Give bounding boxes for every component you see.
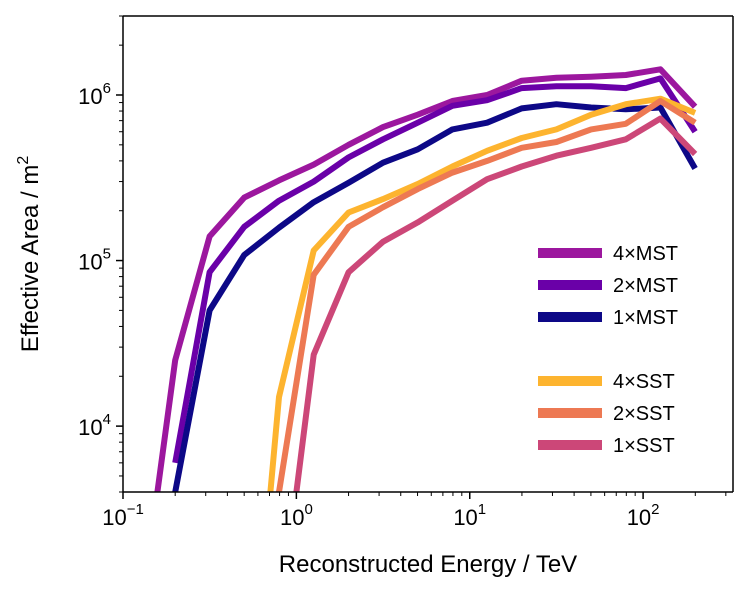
- y-tick-label-base: 10: [78, 84, 102, 109]
- x-tick-label: 102: [627, 501, 660, 530]
- series-line-4mst: [154, 66, 698, 492]
- y-tick-label-exponent: 5: [103, 246, 111, 263]
- series-line-2mst: [172, 75, 698, 464]
- x-tick-label-exponent: 0: [304, 501, 312, 518]
- legend-label: 1×MST: [613, 307, 678, 329]
- x-tick-label-exponent: 2: [651, 501, 659, 518]
- legend-label: 1×SST: [613, 435, 675, 457]
- y-tick-label-base: 10: [78, 250, 102, 275]
- x-tick-label: 101: [453, 501, 486, 530]
- x-tick-label-base: 10: [627, 505, 651, 530]
- x-tick-label-exponent: −1: [127, 501, 144, 518]
- legend: 4×MST 2×MST 1×MST 4×SST 2×SST 1×SST: [538, 243, 678, 457]
- x-tick-label-base: 10: [102, 505, 126, 530]
- y-tick-label: 105: [78, 246, 111, 275]
- legend-label: 2×SST: [613, 403, 675, 425]
- x-tick-label: 100: [280, 501, 313, 530]
- y-axis-label: Effective Area / m2: [15, 156, 44, 353]
- y-tick-label: 104: [78, 411, 111, 440]
- y-tick-label-base: 10: [78, 415, 102, 440]
- series-line-2sst: [276, 98, 697, 492]
- x-tick-label-exponent: 1: [478, 501, 486, 518]
- legend-label: 2×MST: [613, 275, 678, 297]
- series-line-1sst: [293, 115, 698, 492]
- series-line-4sst: [267, 95, 697, 492]
- x-axis-label: Reconstructed Energy / TeV: [279, 551, 577, 578]
- x-tick-label: 10−1: [102, 501, 144, 530]
- legend-label: 4×SST: [613, 371, 675, 393]
- y-tick-label-exponent: 6: [103, 80, 111, 97]
- series-line-1mst: [172, 101, 698, 492]
- y-tick-label: 106: [78, 80, 111, 109]
- y-tick-label-exponent: 4: [103, 411, 111, 428]
- legend-label: 4×MST: [613, 243, 678, 265]
- series-layer: [154, 66, 698, 492]
- x-tick-label-base: 10: [280, 505, 304, 530]
- x-tick-label-base: 10: [453, 505, 477, 530]
